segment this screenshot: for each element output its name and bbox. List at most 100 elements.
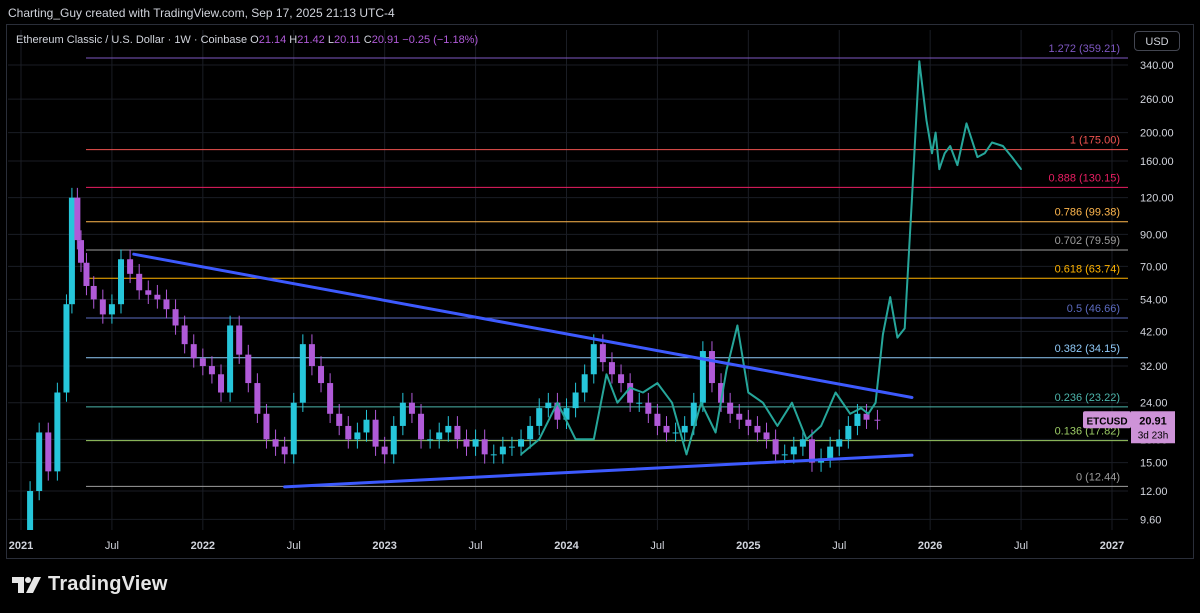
candle-body xyxy=(68,197,75,305)
overlay-point xyxy=(1002,145,1004,147)
y-tick-label: 160.00 xyxy=(1140,156,1174,168)
fib-level-label: 0.618 (63.74) xyxy=(1055,263,1120,275)
x-axis: 2021 Jul 2022 Jul 2023 Jul 2024 Jul 2025 Jul 2026 J… xyxy=(9,540,1124,552)
overlay-point xyxy=(776,425,779,427)
legend-part: 21.14 xyxy=(259,34,290,46)
candle-body xyxy=(590,344,597,375)
candle-body xyxy=(336,413,343,426)
overlay-point xyxy=(805,438,808,441)
overlay-point xyxy=(762,401,764,404)
overlay-point xyxy=(1020,168,1022,171)
overlay-point xyxy=(725,369,728,371)
y-tick-label: 9.60 xyxy=(1140,514,1161,526)
overlay-point xyxy=(834,391,837,394)
candle-body xyxy=(227,325,234,393)
x-tick-label: Jul xyxy=(469,540,483,552)
symbol-legend: Ethereum Classic / U.S. Dollar · 1W · Co… xyxy=(16,34,478,46)
candle-body xyxy=(45,432,52,472)
candle-body xyxy=(236,325,243,355)
overlay-point xyxy=(538,438,541,441)
candle-body xyxy=(790,446,797,455)
candle-body xyxy=(218,374,225,393)
last-price-badge: ETCUSD 20.91 3d 23h xyxy=(1083,411,1175,444)
candle-body xyxy=(608,362,615,375)
overlay-point xyxy=(911,196,913,199)
candle-body xyxy=(345,425,352,440)
tradingview-logo[interactable]: TradingView xyxy=(12,573,168,596)
candle-body xyxy=(518,439,525,447)
candle-body xyxy=(181,325,188,345)
candle-body xyxy=(172,309,179,326)
fib-level-label: 0.888 (130.15) xyxy=(1048,172,1120,184)
fib-level-label: 0.786 (99.38) xyxy=(1055,207,1120,219)
x-tick-label: 2023 xyxy=(372,540,396,552)
candle-body xyxy=(190,344,197,359)
x-tick-label: 2022 xyxy=(191,540,215,552)
candle-body xyxy=(308,344,315,367)
candle-body xyxy=(554,402,561,420)
legend-part: C xyxy=(364,34,372,46)
candle-body xyxy=(618,374,625,384)
x-tick-label: 2024 xyxy=(554,540,579,552)
x-tick-label: 2026 xyxy=(918,540,942,552)
legend-part: 21.42 xyxy=(297,34,328,46)
candle-body xyxy=(599,344,606,363)
header-attribution: Charting_Guy created with TradingView.co… xyxy=(8,6,395,20)
x-tick-label: Jul xyxy=(105,540,119,552)
candle-body xyxy=(127,259,134,274)
candle-body xyxy=(799,439,806,447)
fib-level-label: 0.136 (17.82) xyxy=(1055,426,1120,438)
overlay-point xyxy=(956,164,959,166)
candle-body xyxy=(281,446,288,455)
candle-body xyxy=(145,290,152,295)
candle-body xyxy=(399,402,406,426)
overlay-point xyxy=(671,401,673,404)
overlay-line xyxy=(520,60,1022,456)
candle-body xyxy=(83,262,90,286)
candle-body xyxy=(36,432,43,491)
overlay-point xyxy=(983,152,986,155)
fib-retracement: 1.272 (359.21) 1 (175.00) 0.888 (130.15) 0.… xyxy=(86,43,1128,487)
candle-body xyxy=(490,454,497,456)
x-tick-label: 2027 xyxy=(1100,540,1124,552)
candle-body xyxy=(572,392,579,409)
overlay-point xyxy=(791,401,793,404)
x-tick-label: 2025 xyxy=(736,540,760,552)
symbol-tag-bg xyxy=(1083,411,1131,429)
candle-body xyxy=(418,413,425,440)
candle-body xyxy=(318,366,325,384)
candle-body xyxy=(254,383,261,414)
candle-body xyxy=(108,304,115,315)
candle-body xyxy=(78,240,85,263)
fib-level-label: 0.5 (46.66) xyxy=(1067,303,1120,315)
fib-level-label: 0.702 (79.59) xyxy=(1055,235,1120,247)
candle-body xyxy=(427,439,434,441)
y-tick-label: 42.00 xyxy=(1140,326,1168,338)
x-tick-label: Jul xyxy=(287,540,301,552)
candle-body xyxy=(636,402,643,404)
currency-button[interactable]: USD xyxy=(1134,31,1180,51)
candle-body xyxy=(54,392,61,472)
trendline xyxy=(132,252,914,399)
overlay-point xyxy=(736,324,739,327)
candle-body xyxy=(154,294,161,300)
overlay-point xyxy=(656,382,659,384)
fib-level-label: 1.272 (359.21) xyxy=(1048,43,1120,55)
overlay-point xyxy=(965,122,968,125)
overlay-point xyxy=(592,438,595,441)
candle-body xyxy=(845,425,852,440)
candle-body xyxy=(527,425,534,440)
candle-body xyxy=(90,285,97,300)
candle-body xyxy=(463,439,470,447)
candles xyxy=(27,187,881,530)
candle-body xyxy=(481,439,488,455)
legend-part: H xyxy=(289,34,297,46)
candle-body xyxy=(99,299,106,315)
candle-body xyxy=(208,366,215,375)
legend-text: Ethereum Classic / U.S. Dollar · 1W · Co… xyxy=(16,34,478,46)
y-tick-label: 54.00 xyxy=(1140,294,1168,306)
candle-body xyxy=(772,439,779,455)
fib-level-label: 0 (12.44) xyxy=(1076,471,1120,483)
candle-body xyxy=(199,358,206,367)
